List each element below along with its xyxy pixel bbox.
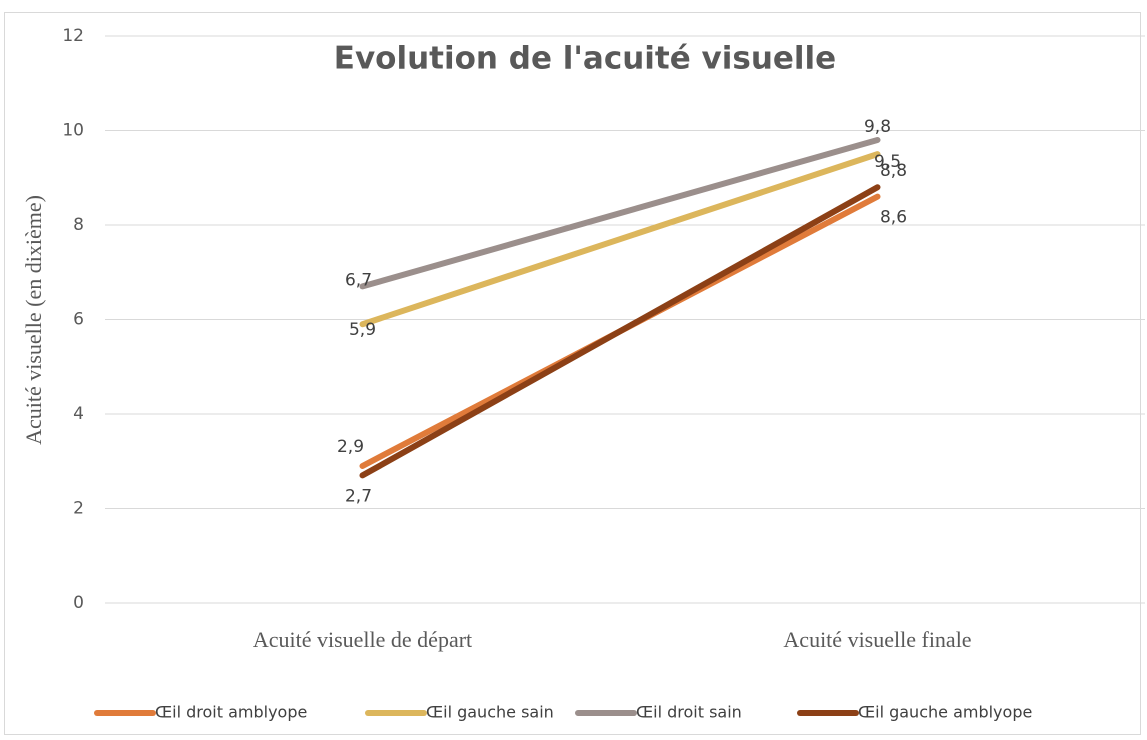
legend-label: Œil gauche amblyope xyxy=(858,703,1032,722)
legend-label: Œil droit amblyope xyxy=(155,703,307,722)
y-tick-label: 10 xyxy=(62,121,84,141)
x-tick-label: Acuité visuelle de départ xyxy=(253,627,472,652)
data-label: 6,7 xyxy=(345,270,372,290)
y-tick-label: 2 xyxy=(73,499,84,519)
data-label: 9,5 xyxy=(874,152,901,172)
legend-label: Œil gauche sain xyxy=(426,703,554,722)
data-label: 2,9 xyxy=(337,437,364,457)
data-label: 8,8 xyxy=(880,161,907,181)
data-label: 2,7 xyxy=(345,486,372,506)
series-line xyxy=(359,184,881,479)
x-tick-label: Acuité visuelle finale xyxy=(783,627,971,652)
data-label: 8,6 xyxy=(880,208,907,228)
series-line xyxy=(359,136,881,290)
data-label: 5,9 xyxy=(349,320,376,340)
chart-title: Evolution de l'acuité visuelle xyxy=(334,41,836,77)
y-tick-label: 4 xyxy=(73,404,84,424)
y-tick-label: 8 xyxy=(73,215,84,235)
y-tick-label: 6 xyxy=(73,310,84,330)
series-line xyxy=(359,151,881,328)
legend-label: Œil droit sain xyxy=(636,703,742,722)
y-axis-label: Acuité visuelle (en dixième) xyxy=(21,195,46,445)
data-label: 9,8 xyxy=(864,117,891,137)
y-tick-label: 0 xyxy=(73,593,84,613)
chart-border xyxy=(4,12,1141,735)
y-tick-label: 12 xyxy=(62,26,84,46)
